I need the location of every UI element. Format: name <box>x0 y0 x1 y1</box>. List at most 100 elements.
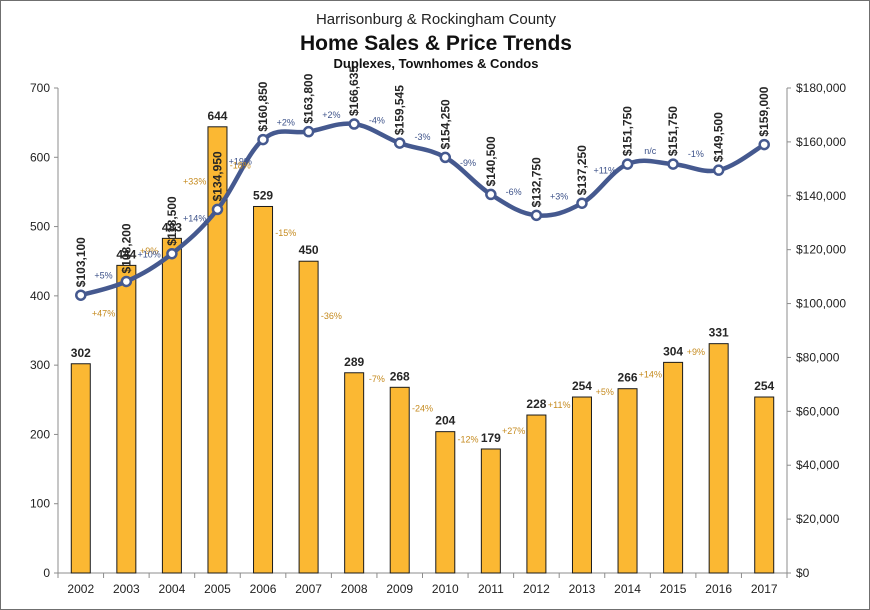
y-right-tick-label: $80,000 <box>796 350 840 364</box>
bar-change-label: +5% <box>596 387 614 397</box>
bar <box>435 431 456 574</box>
price-value-label: $137,250 <box>575 145 589 195</box>
bar-change-label: -36% <box>321 311 342 321</box>
x-tick-label: 2002 <box>67 582 94 596</box>
price-marker <box>667 158 679 170</box>
labels: 302 444 483 644 529 450 289 268 204 179 228 254 266 3… <box>71 66 775 445</box>
price-change-label: -6% <box>506 187 522 197</box>
y-left-tick-label: 600 <box>30 150 50 164</box>
price-marker <box>120 275 133 288</box>
price-change-label: +10% <box>137 250 160 260</box>
y-left-tick-label: 700 <box>30 81 50 95</box>
x-tick-label: 2012 <box>523 582 550 596</box>
bar-value-label: 204 <box>435 414 455 428</box>
price-value-label: $140,500 <box>484 136 498 186</box>
bar-change-label: +9% <box>140 246 158 256</box>
y-right-tick-label: $160,000 <box>796 135 846 149</box>
price-marker <box>485 188 497 201</box>
x-tick-label: 2005 <box>204 582 231 596</box>
y-left-tick-label: 400 <box>30 289 50 303</box>
y-right-tick-label: $0 <box>796 566 810 580</box>
bar <box>526 414 547 574</box>
chart-title-line1: Harrisonburg & Rockingham County <box>316 11 557 28</box>
price-marker <box>348 118 360 130</box>
bar-change-label: +33% <box>183 177 206 187</box>
bar-value-label: 444 <box>116 247 136 261</box>
y-left-tick-label: 500 <box>30 220 50 234</box>
bar-value-label: 254 <box>572 379 592 393</box>
y-left-tick-label: 0 <box>43 566 50 580</box>
bar <box>617 388 638 574</box>
bar <box>708 343 729 574</box>
price-value-label: $154,250 <box>438 99 452 149</box>
x-tick-label: 2015 <box>660 582 687 596</box>
bar-value-label: 228 <box>526 397 546 411</box>
bar <box>116 264 137 574</box>
chart-title: Home Sales & Price Trends <box>300 32 572 55</box>
y-right-tick-label: $60,000 <box>796 404 840 418</box>
x-tick-label: 2008 <box>341 582 368 596</box>
bar <box>70 363 91 574</box>
bar <box>754 396 775 574</box>
price-line <box>80 121 766 298</box>
y-right-tick-label: $100,000 <box>796 297 846 311</box>
price-value-label: $132,750 <box>529 157 543 207</box>
price-value-label: $108,200 <box>119 223 133 273</box>
price-marker <box>393 137 406 149</box>
price-value-label: $134,950 <box>210 151 224 201</box>
price-change-label: -1% <box>688 149 704 159</box>
bar <box>207 126 228 574</box>
price-value-label: $103,100 <box>74 237 88 287</box>
price-value-label: $151,750 <box>621 106 635 156</box>
bar <box>344 372 365 574</box>
x-tick-label: 2017 <box>751 582 778 596</box>
bars <box>70 126 775 574</box>
price-line-layer <box>75 118 770 301</box>
bar <box>571 396 592 574</box>
price-marker <box>758 138 770 151</box>
y-right-tick-label: $180,000 <box>796 81 846 95</box>
price-change-label: +3% <box>550 191 568 201</box>
bar-change-label: -15% <box>275 228 296 238</box>
bar-value-label: 302 <box>71 346 91 360</box>
bar <box>253 205 274 574</box>
price-value-label: $166,635 <box>347 66 361 116</box>
price-value-label: $149,500 <box>712 112 726 162</box>
bar-change-label: -7% <box>369 374 385 384</box>
price-marker <box>530 209 543 222</box>
bar-change-label: +47% <box>92 309 115 319</box>
y-right-tick-label: $120,000 <box>796 243 846 257</box>
price-change-label: +2% <box>277 118 295 128</box>
x-tick-label: 2013 <box>569 582 596 596</box>
x-tick-label: 2009 <box>386 582 413 596</box>
bar-value-label: 483 <box>162 220 182 234</box>
price-change-label: +14% <box>183 214 206 224</box>
y-left-tick-label: 100 <box>30 497 50 511</box>
chart-subtitle: Duplexes, Townhomes & Condos <box>334 56 539 71</box>
bar-change-label: -12% <box>458 434 479 444</box>
bar-value-label: 450 <box>299 243 319 257</box>
bar-value-label: 331 <box>709 326 729 340</box>
price-change-label: -4% <box>369 116 385 126</box>
price-marker <box>712 164 725 176</box>
axes: 0 100 200 300 400 500 600 700 $0 $20,000 $40,000 $6… <box>30 81 846 596</box>
bar <box>663 361 684 574</box>
price-marker <box>439 151 452 164</box>
bar-change-label: +14% <box>639 370 662 380</box>
price-marker <box>576 197 588 209</box>
bar-value-label: 266 <box>618 371 638 385</box>
bar <box>161 237 182 574</box>
price-change-label: -9% <box>460 158 476 168</box>
x-tick-label: 2004 <box>159 582 186 596</box>
price-change-label: -3% <box>414 132 430 142</box>
x-tick-label: 2010 <box>432 582 459 596</box>
bar-change-label: +9% <box>687 347 705 357</box>
price-change-label: +19% <box>229 156 252 166</box>
y-left-tick-label: 300 <box>30 358 50 372</box>
price-marker <box>302 125 315 138</box>
bar-value-label: 289 <box>344 355 364 369</box>
x-tick-label: 2014 <box>614 582 641 596</box>
price-value-label: $118,500 <box>165 196 179 246</box>
y-right-tick-label: $40,000 <box>796 458 840 472</box>
